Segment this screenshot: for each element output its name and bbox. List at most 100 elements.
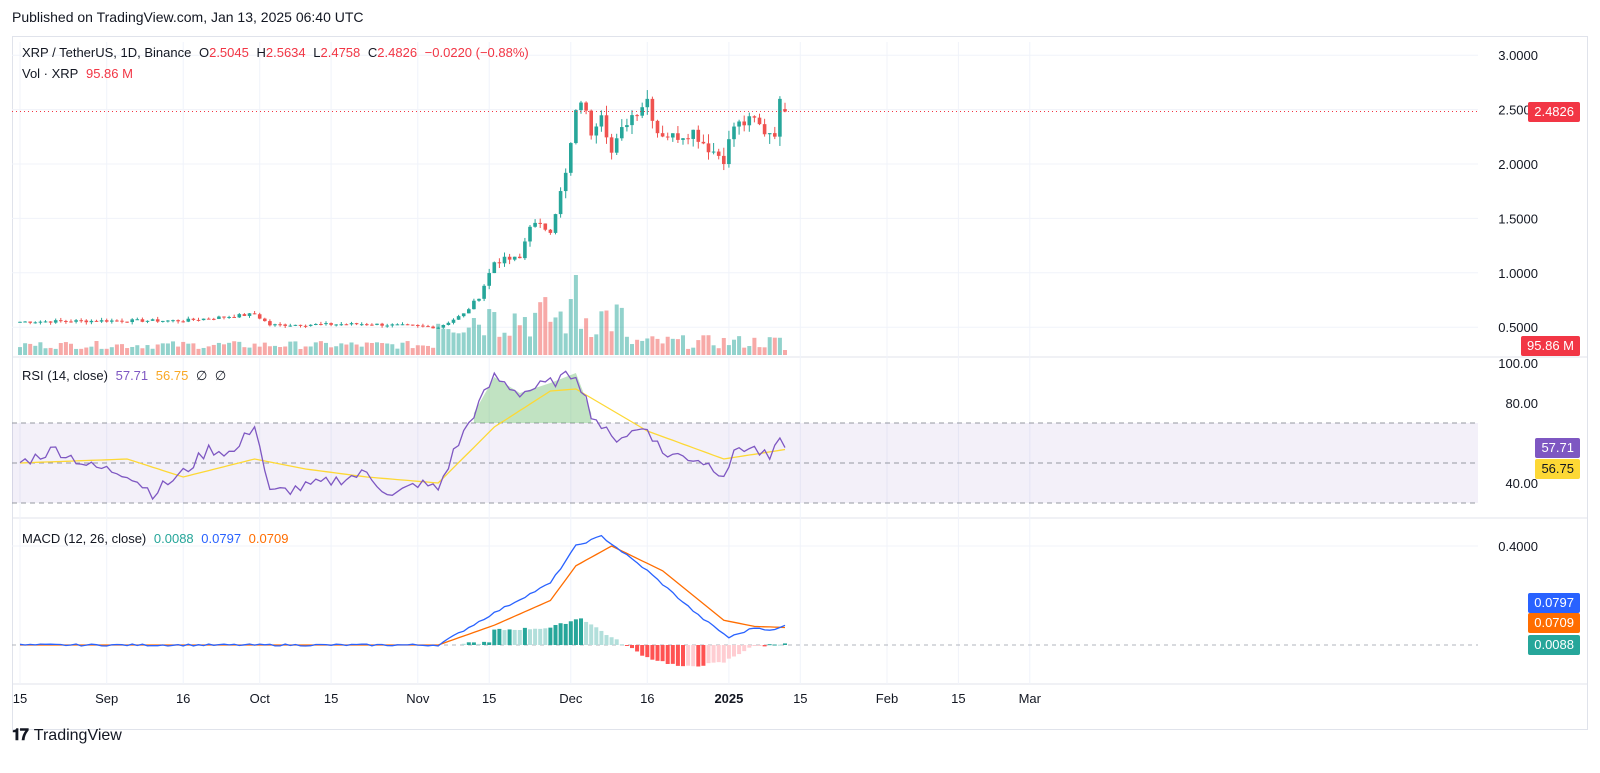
candle-body	[104, 320, 109, 322]
candle-body	[701, 141, 706, 144]
candle-body	[329, 323, 333, 325]
volume-bar	[359, 346, 364, 355]
macd-histogram-bar	[599, 630, 604, 645]
macd-histogram-bar	[573, 619, 578, 645]
x-tick-label: 15	[793, 691, 807, 706]
rsi-extra-1: ∅	[195, 368, 208, 383]
volume-bar	[783, 350, 787, 355]
open-value: 2.5045	[209, 45, 249, 60]
candle-body	[247, 313, 252, 316]
candle-body	[380, 323, 384, 326]
brand-label[interactable]: TradingView	[33, 727, 122, 744]
volume-bar	[318, 341, 323, 355]
x-tick-label: 16	[640, 691, 654, 706]
volume-bar	[410, 348, 415, 355]
volume-bar	[135, 345, 140, 355]
volume-bar	[74, 348, 79, 355]
volume-bar	[558, 311, 563, 355]
candle-body	[349, 323, 354, 325]
candle-body	[727, 139, 731, 165]
candle-body	[548, 229, 553, 233]
volume-bar	[23, 343, 28, 355]
main-legend: XRP / TetherUS, 1D, Binance O2.5045 H2.5…	[22, 45, 533, 60]
candle-body	[191, 318, 196, 320]
candle-body	[451, 319, 456, 323]
volume-bar	[303, 346, 308, 355]
volume-bar	[441, 328, 446, 355]
volume-bar	[120, 344, 124, 355]
signal-line	[20, 545, 786, 646]
volume-bar	[737, 336, 742, 355]
candle-body	[563, 172, 568, 192]
macd-histogram-bar	[742, 645, 747, 652]
candle-body	[757, 117, 762, 125]
tradingview-logo-icon[interactable]: 𝟏𝟕	[12, 727, 29, 744]
volume-bar	[487, 309, 492, 355]
volume-bar	[150, 348, 155, 355]
low-value: 2.4758	[320, 45, 361, 60]
volume-bar	[691, 347, 696, 355]
candle-body	[584, 102, 588, 111]
volume-label[interactable]: Vol · XRP	[22, 66, 79, 81]
volume-bar	[686, 348, 691, 355]
volume-bar	[165, 343, 170, 355]
candle-body	[278, 324, 282, 326]
x-tick-label: Dec	[559, 691, 583, 706]
volume-bar	[104, 348, 109, 355]
volume-bar	[324, 342, 328, 355]
rsi-label[interactable]: RSI (14, close)	[22, 368, 108, 383]
candle-body	[569, 143, 573, 173]
candle-body	[686, 138, 690, 140]
x-tick-label: 15	[13, 691, 27, 706]
candle-body	[59, 320, 63, 322]
price-badge: 2.4826	[1528, 102, 1580, 122]
volume-bar	[48, 347, 53, 355]
volume-bar	[267, 346, 272, 355]
rsi-legend: RSI (14, close) 57.71 56.75 ∅ ∅	[22, 368, 230, 384]
chart-frame[interactable]	[12, 36, 1588, 730]
volume-bar	[273, 345, 277, 355]
volume-bar	[252, 343, 257, 355]
candle-body	[64, 320, 68, 322]
candle-body	[354, 323, 359, 325]
candle-body	[538, 222, 542, 224]
candle-body	[604, 115, 609, 138]
volume-bar	[176, 346, 181, 355]
rsi-overbought-fill	[473, 373, 592, 423]
candle-body	[140, 319, 145, 322]
volume-bar	[201, 347, 206, 355]
macd-histogram-bar	[665, 645, 670, 664]
volume-bar	[482, 335, 487, 355]
macd-label[interactable]: MACD (12, 26, close)	[22, 531, 147, 546]
macd-histogram-bar	[502, 630, 507, 645]
volume-bar	[747, 346, 752, 355]
volume-bar	[349, 342, 354, 355]
candle-body	[288, 325, 293, 327]
macd-tick-label: 0.4000	[1498, 539, 1538, 554]
volume-bar	[701, 335, 706, 355]
macd-histogram-bar	[706, 645, 711, 664]
candle-body	[293, 324, 298, 326]
close-label: C2.4826	[367, 45, 418, 60]
volume-bar	[451, 332, 456, 355]
symbol-label[interactable]: XRP / TetherUS, 1D, Binance	[22, 45, 192, 60]
candle-body	[620, 127, 624, 139]
volume-bar	[589, 337, 594, 355]
candle-body	[150, 319, 155, 321]
volume-bar	[145, 345, 150, 355]
candle-body	[43, 321, 48, 323]
macd-histogram-bar	[553, 625, 558, 645]
volume-legend: Vol · XRP 95.86 M	[22, 66, 137, 81]
macd-histogram-bar	[726, 645, 731, 659]
volume-bar	[38, 342, 43, 355]
macd-histogram-bar	[660, 645, 665, 662]
volume-bar	[681, 335, 685, 355]
volume-bar	[109, 347, 114, 355]
candle-body	[574, 110, 578, 144]
low-label: L2.4758	[313, 45, 361, 60]
candle-body	[645, 98, 650, 108]
volume-bar	[543, 297, 548, 355]
volume-bar	[329, 347, 334, 355]
macd-histogram-bar	[640, 645, 645, 656]
